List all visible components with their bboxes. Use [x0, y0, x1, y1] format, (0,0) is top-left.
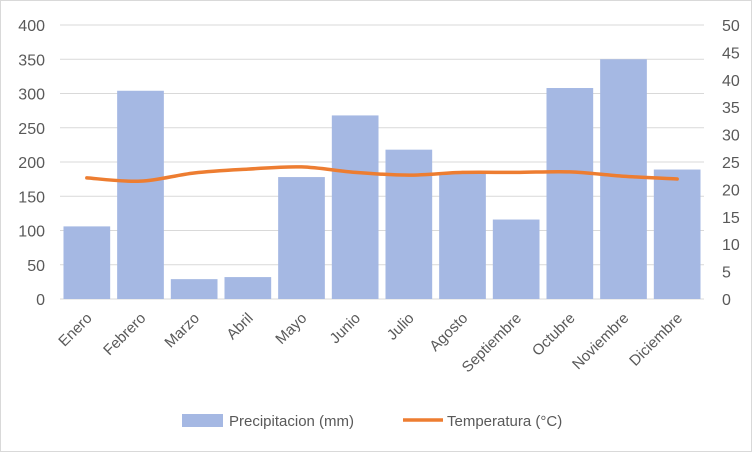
left-axis-tick-label: 150	[18, 189, 45, 206]
precipitation-bar	[63, 226, 111, 299]
category-label: Noviembre	[569, 310, 632, 373]
precipitation-bar	[546, 88, 594, 300]
category-label: Marzo	[161, 310, 202, 351]
temperature-line-layer	[85, 165, 679, 184]
category-label: Junio	[327, 310, 364, 347]
right-axis-tick-label: 45	[722, 45, 740, 62]
gridlines	[60, 24, 704, 300]
right-axis-tick-label: 35	[722, 100, 740, 117]
precipitation-bar	[278, 177, 325, 299]
right-axis-tick-label: 40	[722, 73, 740, 90]
right-axis-tick-label: 0	[722, 292, 731, 309]
right-axis-tick-label: 30	[722, 128, 740, 145]
category-label: Julio	[384, 310, 418, 344]
category-label: Octubre	[529, 310, 579, 360]
precipitation-bar	[492, 219, 540, 299]
precipitation-bar	[653, 169, 701, 299]
category-labels: Enero Febrero Marzo Abril Mayo Junio Julio Agos…	[55, 310, 686, 376]
precipitation-bar	[224, 277, 272, 299]
left-axis-tick-label: 350	[18, 52, 45, 69]
category-label: Agosto	[426, 310, 471, 355]
left-axis-tick-label: 200	[18, 155, 45, 172]
category-label: Mayo	[272, 310, 310, 348]
precipitation-bar	[439, 172, 486, 299]
left-axis-tick-label: 0	[36, 292, 45, 309]
category-label: Abril	[223, 310, 256, 343]
left-axis-tick-label: 400	[18, 18, 45, 35]
right-axis-tick-label: 5	[722, 265, 731, 282]
category-label: Enero	[55, 310, 95, 350]
legend: Precipitacion (mm) Temperatura (°C)	[182, 413, 562, 430]
left-axis-ticks: 0 50 100 150 200 250 300 350 400	[18, 18, 45, 309]
right-axis-tick-label: 25	[722, 155, 740, 172]
category-label: Diciembre	[626, 310, 686, 370]
left-axis-tick-label: 250	[18, 121, 45, 138]
right-axis-ticks: 0 5 10 15 20 25 30 35 40 45 50	[722, 18, 740, 309]
legend-label-precipitation: Precipitacion (mm)	[229, 413, 354, 430]
right-axis-tick-label: 20	[722, 182, 740, 199]
left-axis-tick-label: 50	[27, 258, 45, 275]
precipitation-bar	[331, 115, 379, 299]
precipitation-bar	[385, 149, 433, 299]
legend-label-temperature: Temperatura (°C)	[447, 413, 562, 430]
category-label: Febrero	[100, 310, 149, 359]
legend-swatch-precipitation	[182, 414, 223, 427]
left-axis-tick-label: 300	[18, 87, 45, 104]
precipitation-bar	[600, 59, 647, 299]
right-axis-tick-label: 50	[722, 18, 740, 35]
right-axis-tick-label: 10	[722, 237, 740, 254]
temperature-line	[85, 165, 679, 184]
precipitation-bar	[117, 90, 164, 299]
right-axis-tick-label: 15	[722, 210, 740, 227]
precipitation-bar	[170, 279, 218, 299]
left-axis-tick-label: 100	[18, 224, 45, 241]
